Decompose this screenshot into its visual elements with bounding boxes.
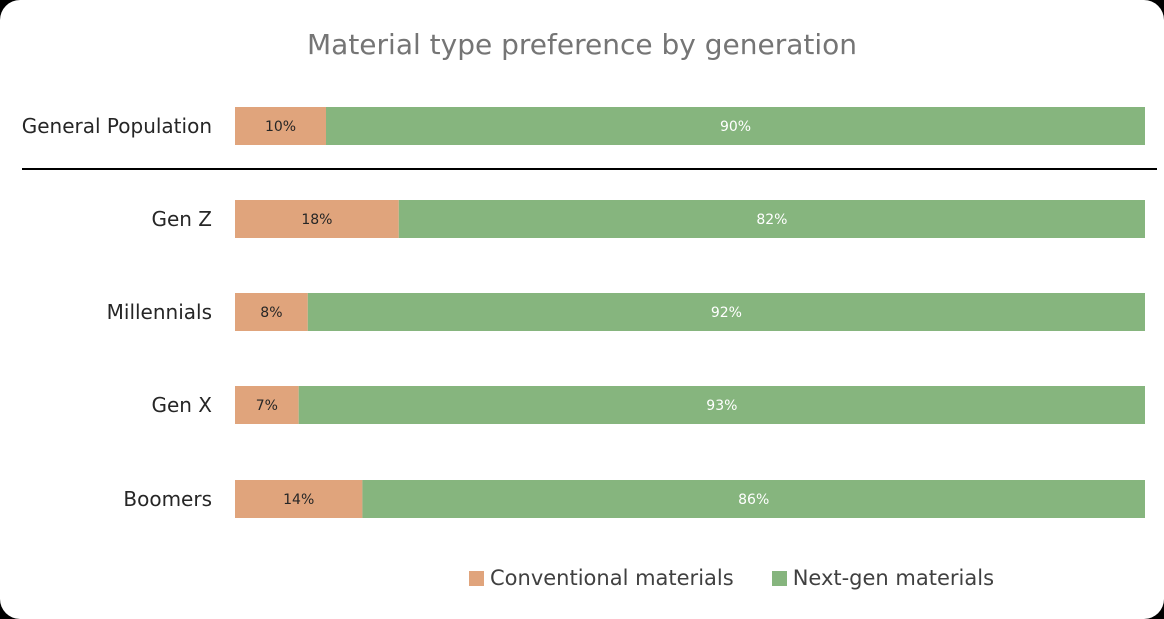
category-label-boomers: Boomers xyxy=(123,487,212,511)
category-label-gen-x: Gen X xyxy=(151,393,212,417)
data-label-next-gen-boomers: 86% xyxy=(738,492,769,508)
bar-conventional-general-population xyxy=(235,107,326,145)
data-label-conventional-boomers: 14% xyxy=(283,492,314,508)
legend-label-next-gen: Next-gen materials xyxy=(792,566,995,590)
data-label-next-gen-gen-z: 82% xyxy=(756,212,787,228)
legend-label-conventional: Conventional materials xyxy=(490,566,734,590)
data-label-conventional-general-population: 10% xyxy=(265,119,296,135)
bar-conventional-boomers xyxy=(235,480,363,518)
legend-swatch-next-gen xyxy=(771,570,787,586)
bar-conventional-gen-z xyxy=(235,200,399,238)
chart-legend: Conventional materials Next-gen material… xyxy=(469,566,1032,590)
legend-swatch-conventional xyxy=(469,570,484,586)
category-label-general-population: General Population xyxy=(22,114,212,138)
category-label-gen-z: Gen Z xyxy=(151,207,212,231)
data-label-next-gen-general-population: 90% xyxy=(720,119,751,135)
bar-next-gen-millennials xyxy=(307,293,1145,331)
bar-conventional-millennials xyxy=(235,293,308,331)
chart-title: Material type preference by generation xyxy=(307,28,857,61)
bar-next-gen-boomers xyxy=(362,480,1145,518)
data-label-next-gen-millennials: 92% xyxy=(711,305,742,321)
data-label-conventional-gen-z: 18% xyxy=(301,212,332,228)
bar-conventional-gen-x xyxy=(235,386,299,424)
data-label-next-gen-gen-x: 93% xyxy=(706,398,737,414)
bar-next-gen-general-population xyxy=(326,107,1145,145)
bar-next-gen-gen-x xyxy=(298,386,1145,424)
category-label-millennials: Millennials xyxy=(107,300,212,324)
data-label-conventional-millennials: 8% xyxy=(260,305,282,321)
legend-item-next-gen: Next-gen materials xyxy=(771,566,995,590)
data-label-conventional-gen-x: 7% xyxy=(256,398,278,414)
legend-item-conventional: Conventional materials xyxy=(469,566,734,590)
bar-next-gen-gen-z xyxy=(398,200,1145,238)
